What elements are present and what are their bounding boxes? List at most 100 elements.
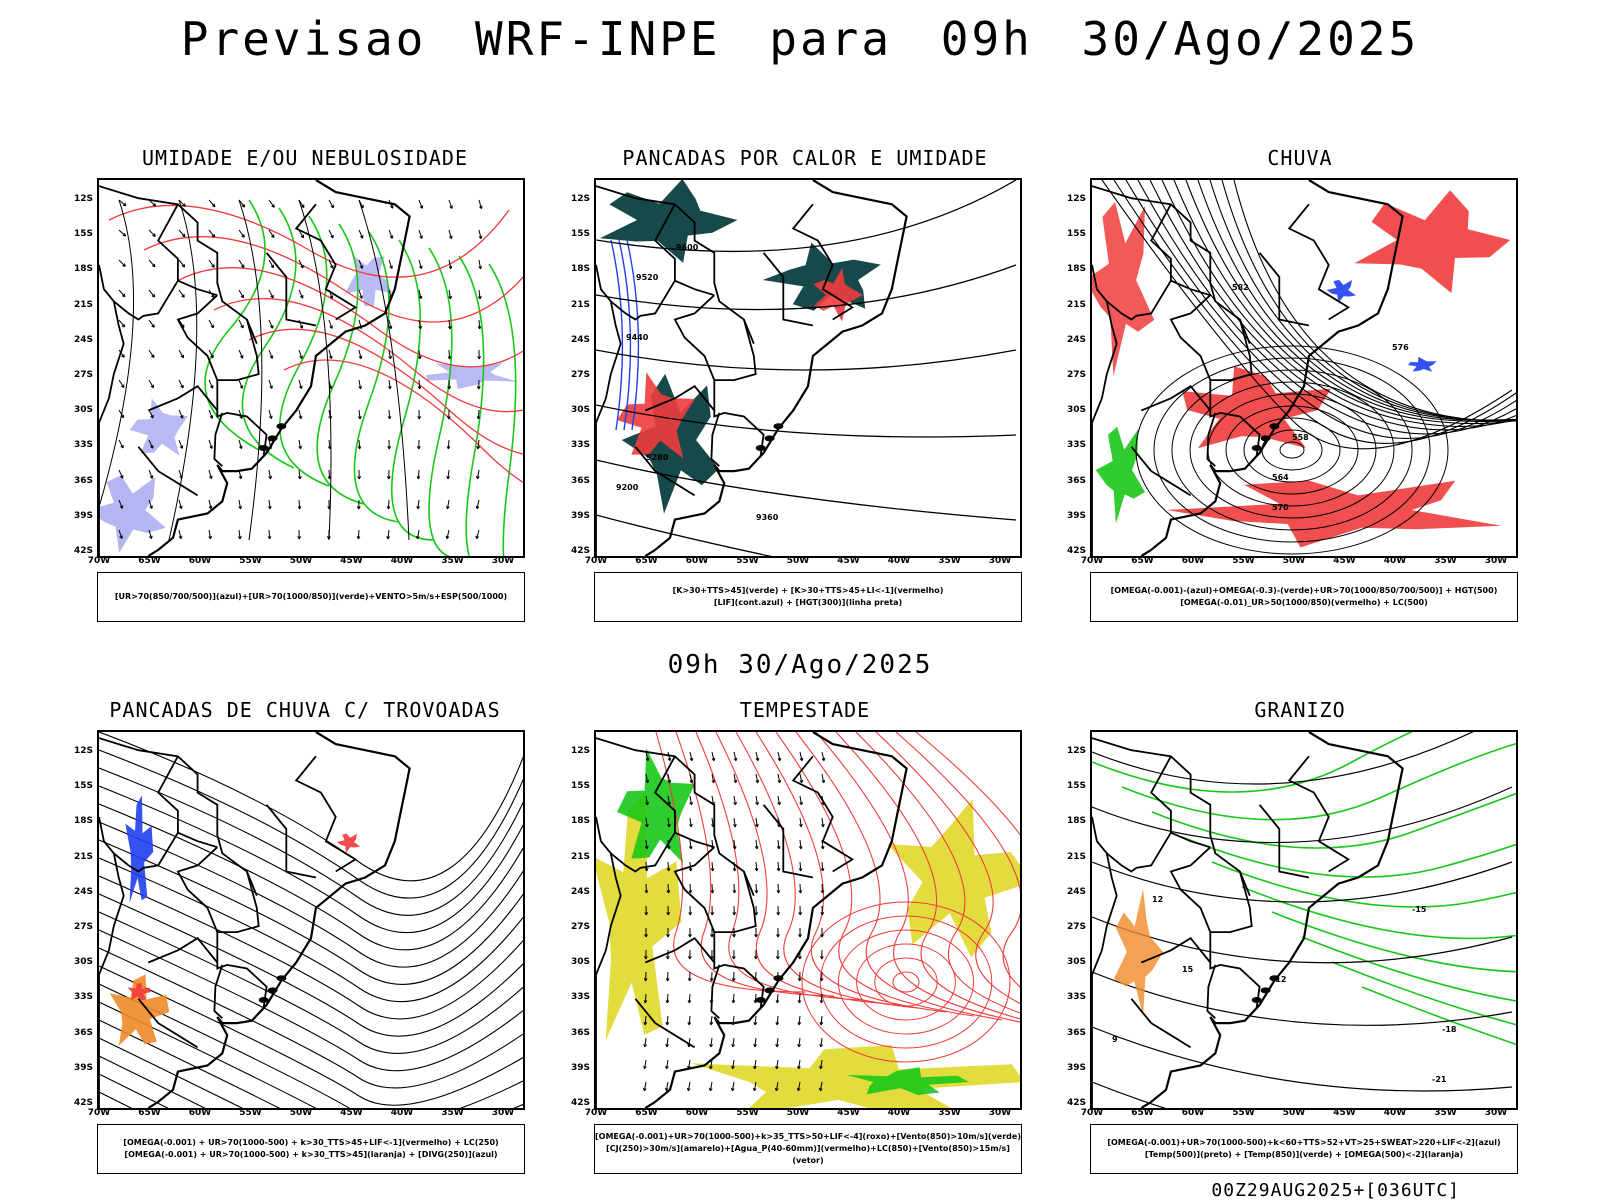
- latitude-label: 30S: [1052, 405, 1086, 415]
- wind-vector: [798, 994, 801, 1003]
- legend-line: [Temp(500)](preto) + [Temp(850)](verde) …: [1091, 1149, 1517, 1161]
- latitude-label: 27S: [1052, 370, 1086, 380]
- latitude-label: 30S: [59, 405, 93, 415]
- latitude-label: 12S: [59, 194, 93, 204]
- temperature-500-contour: [1092, 1082, 1512, 1108]
- wind-vector: [268, 530, 271, 539]
- longitude-label: 60W: [677, 556, 717, 566]
- longitude-label: 35W: [433, 1108, 473, 1118]
- longitude-label: 60W: [1173, 556, 1213, 566]
- wind-vector: [690, 774, 693, 783]
- wind-vector: [711, 862, 714, 871]
- longitude-label: 70W: [1072, 1108, 1112, 1118]
- wind-vector: [689, 928, 692, 937]
- longitude-label: 60W: [1173, 1108, 1213, 1118]
- wind-vector: [478, 290, 481, 299]
- wind-vector: [179, 290, 184, 297]
- wind-vector: [209, 500, 212, 509]
- wind-vector: [149, 470, 153, 478]
- wind-vector: [755, 884, 758, 893]
- streamline: [99, 1056, 523, 1108]
- latitude-label: 21S: [556, 852, 590, 862]
- streamline: [893, 972, 919, 992]
- longitude-label: 40W: [879, 556, 919, 566]
- wind-vector: [798, 1060, 801, 1069]
- wind-vector: [732, 994, 735, 1003]
- latitude-label: 18S: [59, 816, 93, 826]
- wind-vector: [756, 774, 759, 783]
- map-canvas: [99, 180, 523, 556]
- wind-vector: [799, 862, 802, 871]
- wind-vector: [298, 500, 301, 509]
- wind-vector: [209, 320, 214, 328]
- wind-vector: [419, 260, 422, 269]
- wind-vector: [799, 906, 802, 915]
- wind-vector: [299, 290, 303, 298]
- wind-vector: [299, 410, 302, 419]
- longitude-label: 45W: [829, 1108, 869, 1118]
- wind-vector: [209, 380, 213, 388]
- panel-title: GRANIZO: [1080, 698, 1520, 722]
- wind-vector: [687, 1082, 690, 1091]
- omega-area: [1114, 889, 1163, 1016]
- wind-vector: [448, 350, 451, 359]
- wind-vector: [418, 410, 421, 419]
- wind-vector: [359, 230, 363, 238]
- wind-vector: [358, 470, 361, 479]
- latitude-label: 24S: [1052, 335, 1086, 345]
- latitude-label: 39S: [556, 511, 590, 521]
- rain-area: [1092, 202, 1154, 376]
- latitude-label: 15S: [556, 229, 590, 239]
- latitude-label: 33S: [556, 992, 590, 1002]
- wind-vector: [209, 470, 212, 479]
- longitude-label: 65W: [130, 1108, 170, 1118]
- longitude-label: 45W: [1325, 556, 1365, 566]
- latitude-label: 21S: [556, 300, 590, 310]
- contour-label: 9520: [636, 273, 659, 282]
- wind-vector: [666, 1016, 669, 1025]
- wind-vector: [644, 1060, 647, 1069]
- longitude-label: 70W: [1072, 556, 1112, 566]
- wind-vector: [479, 260, 482, 269]
- wind-vector: [239, 260, 244, 268]
- wind-vector: [299, 380, 302, 389]
- longitude-label: 60W: [180, 1108, 220, 1118]
- wind-vector: [777, 884, 780, 893]
- wind-vector: [119, 440, 123, 448]
- height-contour: [596, 350, 1016, 370]
- latitude-label: 27S: [1052, 922, 1086, 932]
- longitude-label: 55W: [728, 1108, 768, 1118]
- panel-legend: [OMEGA(-0.001)+UR>70(1000-500)+k>35_TTS>…: [594, 1124, 1022, 1174]
- wind-vector: [359, 290, 362, 299]
- latitude-label: 12S: [556, 194, 590, 204]
- contour-label: 564: [1272, 473, 1289, 482]
- wind-vector: [777, 862, 780, 871]
- wind-vector: [799, 928, 802, 937]
- wind-vector: [778, 774, 781, 783]
- latitude-label: 15S: [556, 781, 590, 791]
- wind-vector: [329, 230, 333, 238]
- wind-vector: [710, 1038, 713, 1047]
- wind-vector: [476, 500, 479, 509]
- latitude-label: 21S: [1052, 852, 1086, 862]
- latitude-label: 33S: [556, 440, 590, 450]
- wind-vector: [149, 260, 155, 267]
- wind-vector: [299, 440, 302, 449]
- wind-vector: [689, 906, 692, 915]
- wind-vector: [754, 1016, 757, 1025]
- latitude-label: 30S: [556, 957, 590, 967]
- temperature-500-contour: [1092, 972, 1512, 1025]
- wind-vector: [712, 752, 715, 761]
- longitude-label: 55W: [231, 1108, 271, 1118]
- longitude-label: 35W: [433, 556, 473, 566]
- wind-vector: [688, 950, 691, 959]
- latitude-label: 42S: [59, 546, 93, 556]
- pressure-contour: [169, 200, 197, 540]
- latitude-label: 36S: [556, 476, 590, 486]
- longitude-label: 60W: [677, 1108, 717, 1118]
- wind-vector: [820, 950, 823, 959]
- longitude-label: 40W: [382, 1108, 422, 1118]
- wind-vector: [776, 994, 779, 1003]
- panel-legend: [OMEGA(-0.001)-(azul)+OMEGA(-0.3)-(verde…: [1090, 572, 1518, 622]
